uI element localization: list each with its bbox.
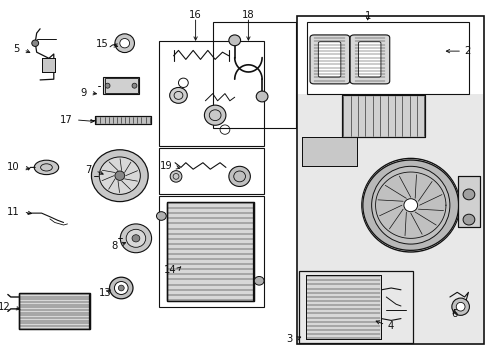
Ellipse shape [204,105,225,125]
Bar [105,78,138,93]
Bar [41,58,55,72]
Text: 11: 11 [7,207,20,217]
FancyBboxPatch shape [318,42,340,77]
Bar [159,148,264,194]
Polygon shape [362,160,458,250]
Bar [342,95,425,137]
Bar [305,275,381,339]
Text: 14: 14 [163,265,176,275]
Text: 13: 13 [99,288,111,298]
Text: 18: 18 [242,10,254,20]
Bar [41,58,55,72]
Text: 16: 16 [189,10,202,20]
Bar [457,176,479,227]
Bar [302,137,356,166]
Ellipse shape [120,224,151,253]
Ellipse shape [91,150,148,202]
Ellipse shape [132,235,140,242]
Text: 5: 5 [13,44,20,54]
Ellipse shape [156,212,166,220]
Bar [298,94,482,343]
Text: 19: 19 [159,161,172,171]
Text: 3: 3 [285,334,292,344]
Bar [299,271,412,343]
Bar [102,77,139,94]
Ellipse shape [254,276,264,285]
Ellipse shape [371,166,449,244]
Bar [305,275,381,339]
Text: 10: 10 [7,162,20,172]
Ellipse shape [99,157,140,194]
Ellipse shape [115,34,134,53]
Bar [19,293,90,329]
Ellipse shape [114,282,128,294]
FancyBboxPatch shape [358,42,380,77]
Bar [457,176,479,227]
Bar [302,137,356,166]
Bar [167,202,254,301]
Text: 8: 8 [111,240,117,251]
Ellipse shape [256,91,267,102]
Ellipse shape [34,160,59,175]
Text: 9: 9 [81,88,87,98]
Bar [212,22,295,128]
Bar [342,95,425,137]
Text: 6: 6 [450,309,457,319]
Ellipse shape [118,285,124,291]
Ellipse shape [105,83,110,88]
Ellipse shape [126,229,145,247]
Ellipse shape [32,40,39,46]
Bar [159,196,264,307]
Ellipse shape [228,166,250,186]
Text: 4: 4 [386,321,393,331]
Bar [159,41,264,146]
Bar [167,202,254,301]
Bar [19,293,90,329]
Ellipse shape [462,214,474,225]
Ellipse shape [455,302,464,311]
Text: 15: 15 [96,39,108,49]
Ellipse shape [115,171,124,180]
Text: 1: 1 [364,11,370,21]
FancyBboxPatch shape [349,35,389,84]
Ellipse shape [228,35,240,46]
Bar [306,22,468,94]
Ellipse shape [170,171,182,182]
Text: 17: 17 [60,114,72,125]
Ellipse shape [451,298,468,315]
Ellipse shape [361,158,459,252]
Text: 2: 2 [464,46,470,56]
Bar [297,16,483,344]
Ellipse shape [120,39,129,48]
Text: 12: 12 [0,302,11,312]
Bar [95,116,150,124]
Ellipse shape [169,87,187,103]
Ellipse shape [462,189,474,200]
Bar [95,116,150,124]
FancyBboxPatch shape [309,35,349,84]
Ellipse shape [109,277,133,299]
Text: 7: 7 [85,165,92,175]
Ellipse shape [403,199,417,212]
Ellipse shape [132,83,137,88]
